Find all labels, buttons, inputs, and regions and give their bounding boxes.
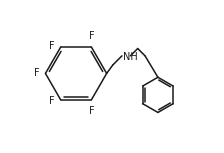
- Text: F: F: [89, 31, 95, 41]
- Text: F: F: [34, 68, 40, 78]
- Text: F: F: [49, 96, 55, 106]
- Text: F: F: [89, 106, 95, 116]
- Text: NH: NH: [123, 52, 137, 62]
- Text: F: F: [49, 41, 55, 51]
